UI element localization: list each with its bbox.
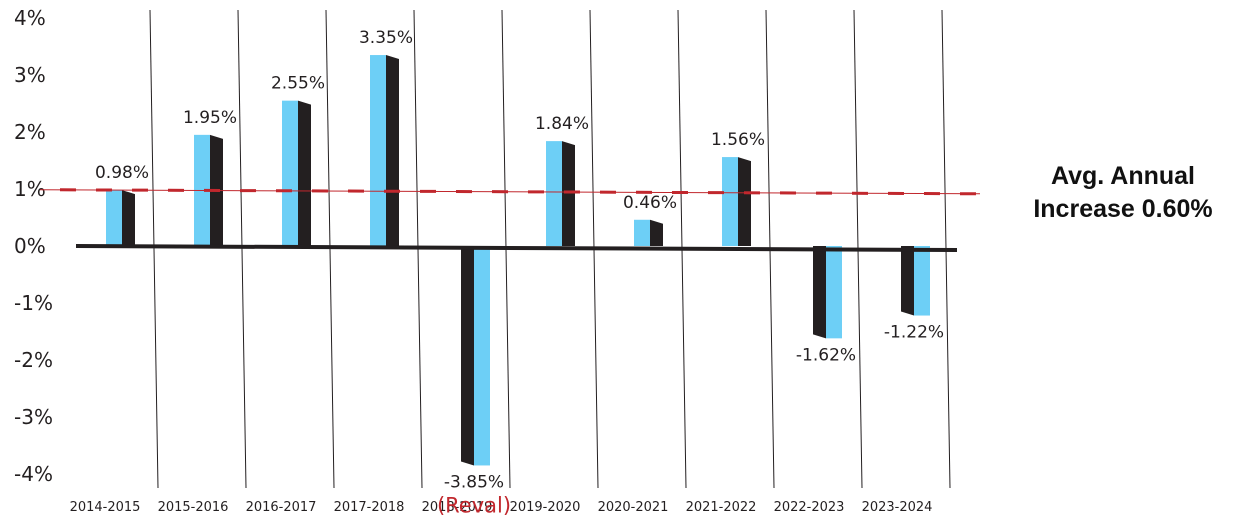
average-annotation-line2: Increase 0.60%: [1033, 195, 1213, 223]
y-tick-label: 4%: [14, 6, 46, 30]
column-separator-2: [237, 9, 247, 489]
bar-group: [461, 246, 490, 466]
x-tick-label: 2014-2015: [70, 500, 141, 515]
bar-group: [722, 157, 751, 246]
bar-group: [634, 219, 663, 246]
bar-face: [722, 157, 738, 246]
bar-face: [474, 246, 490, 466]
y-tick-label: -1%: [14, 291, 53, 315]
bar-group: [282, 100, 311, 247]
column-separator-1: [149, 9, 159, 489]
bar-face: [106, 190, 122, 246]
x-tick-label: 2019-2020: [510, 500, 581, 515]
bar-value-label: 1.56%: [711, 130, 765, 150]
y-tick-label: -4%: [14, 462, 53, 486]
bar-face: [634, 219, 650, 246]
bar-value-label: -1.22%: [884, 323, 944, 343]
bar-side: [901, 246, 914, 316]
bar-value-label: 2.55%: [271, 74, 325, 94]
bar-side: [813, 246, 826, 339]
bar-value-label: 1.84%: [535, 114, 589, 134]
zero-axis: [75, 244, 958, 252]
bar-note-label: (Reval): [437, 493, 511, 517]
average-reference-line-dashed: [59, 188, 981, 196]
x-tick-label: 2021-2022: [686, 500, 757, 515]
y-tick-label: 0%: [14, 234, 46, 258]
y-tick-label: -3%: [14, 405, 53, 429]
bar-group: [901, 246, 930, 316]
bar-side: [461, 246, 474, 466]
bar-value-label: -3.85%: [444, 472, 504, 492]
bar-value-label: 0.98%: [95, 163, 149, 183]
x-tick-label: 2017-2018: [334, 500, 405, 515]
x-tick-label: 2016-2017: [246, 500, 317, 515]
bar-face: [546, 141, 562, 246]
bar-face: [826, 246, 842, 339]
x-tick-label: 2018-2019: [422, 500, 493, 515]
bar-value-label: 0.46%: [623, 193, 677, 213]
x-tick-label: 2020-2021: [598, 500, 669, 515]
bar-value-label: 1.95%: [183, 108, 237, 128]
x-tick-label: 2015-2016: [158, 500, 229, 515]
average-annotation-line1: Avg. Annual: [1051, 162, 1195, 190]
bar-group: [370, 55, 399, 246]
x-tick-label: 2022-2023: [774, 500, 845, 515]
y-tick-label: -2%: [14, 348, 53, 372]
bar-group: [546, 141, 575, 246]
x-tick-label: 2023-2024: [862, 500, 933, 515]
average-annotation: Avg. Annual Increase 0.60%: [1010, 160, 1236, 226]
y-tick-label: 1%: [14, 177, 46, 201]
bar-side: [298, 100, 311, 247]
y-tick-label: 3%: [14, 63, 46, 87]
bar-value-label: -1.62%: [796, 345, 856, 365]
bar-group: [813, 246, 842, 339]
bar-face: [282, 100, 298, 247]
bar-face: [914, 246, 930, 316]
bar-side: [386, 55, 399, 246]
bar-face: [370, 55, 386, 246]
bar-side: [650, 219, 663, 246]
bar-side: [738, 157, 751, 246]
bar-group: [106, 190, 135, 246]
bar-value-label: 3.35%: [359, 28, 413, 48]
y-tick-label: 2%: [14, 120, 46, 144]
bar-side: [562, 141, 575, 246]
bar-side: [122, 190, 135, 246]
